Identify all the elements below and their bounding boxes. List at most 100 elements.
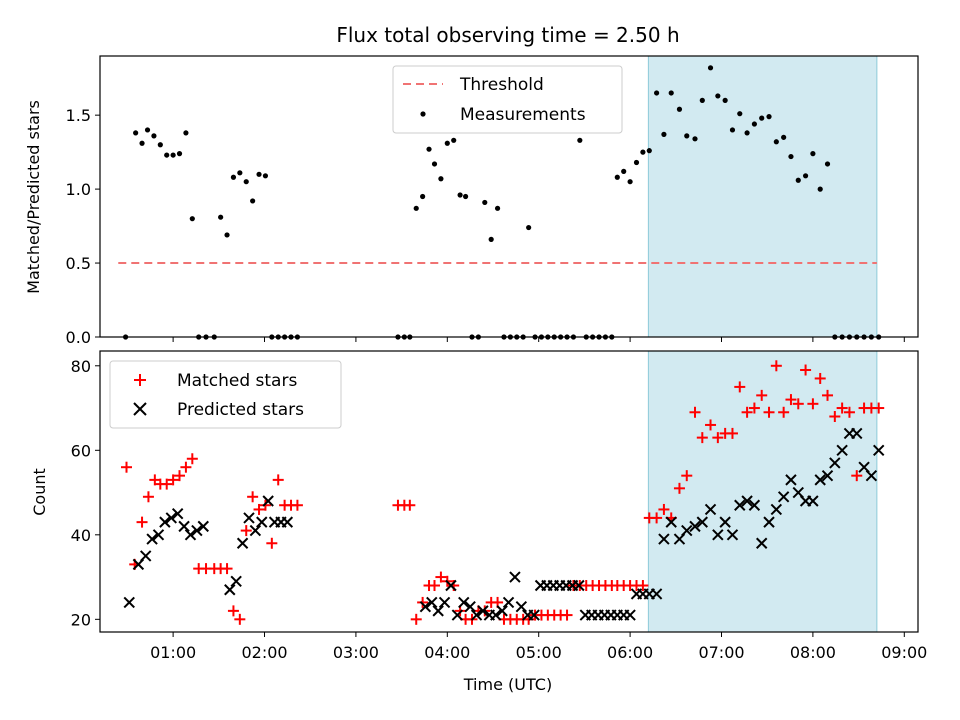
top-y-tick-label: 1.5 bbox=[66, 106, 91, 125]
predicted-star-point bbox=[224, 584, 236, 596]
measurement-point bbox=[457, 192, 463, 198]
predicted-star-point bbox=[165, 512, 177, 524]
matched-star-point bbox=[822, 389, 834, 401]
matched-star-point bbox=[253, 503, 265, 515]
matched-star-point bbox=[561, 609, 573, 621]
measurement-point bbox=[614, 174, 620, 180]
measurement-point bbox=[237, 170, 243, 176]
x-tick-label: 09:00 bbox=[881, 643, 927, 662]
matched-star-point bbox=[836, 402, 848, 414]
predicted-star-point bbox=[445, 579, 457, 592]
predicted-star-point bbox=[178, 520, 190, 533]
predicted-star-point bbox=[197, 520, 209, 533]
predicted-star-point bbox=[256, 516, 268, 528]
matched-star-point bbox=[696, 432, 708, 444]
predicted-star-point bbox=[191, 524, 203, 537]
chart-title: Flux total observing time = 2.50 h bbox=[336, 23, 679, 47]
measurement-point bbox=[218, 214, 224, 220]
predicted-star-point bbox=[814, 474, 826, 486]
predicted-star-point bbox=[451, 609, 464, 621]
top-plot-frame bbox=[99, 55, 919, 338]
measurement-point bbox=[737, 111, 743, 117]
measurement-point bbox=[810, 151, 816, 157]
matched-star-point bbox=[792, 398, 804, 410]
measurement-point bbox=[139, 140, 145, 146]
measurement-point bbox=[766, 114, 772, 120]
predicted-star-point bbox=[704, 503, 717, 516]
predicted-star-point bbox=[696, 516, 709, 528]
measurement-point bbox=[183, 130, 189, 136]
matched-star-point bbox=[829, 410, 841, 422]
matched-star-point bbox=[247, 491, 259, 503]
matched-star-point bbox=[404, 499, 416, 511]
top-y-axis-label: Matched/Predicted stars bbox=[24, 100, 43, 294]
top-y-tick-label: 0.0 bbox=[66, 328, 91, 347]
matched-star-point bbox=[186, 453, 198, 465]
predicted-star-point bbox=[528, 609, 540, 621]
measurement-point bbox=[151, 133, 157, 139]
matched-star-point bbox=[259, 499, 271, 511]
predicted-star-point bbox=[432, 605, 444, 617]
measurement-point bbox=[144, 127, 151, 133]
legend-matched-swatch bbox=[134, 374, 146, 386]
bottom-y-tick-label: 80 bbox=[71, 357, 91, 376]
matched-star-point bbox=[142, 491, 154, 503]
x-tick-label: 05:00 bbox=[516, 643, 562, 662]
predicted-star-point bbox=[763, 516, 775, 528]
predicted-star-point bbox=[262, 495, 274, 507]
matched-star-point bbox=[748, 402, 760, 414]
measurement-point bbox=[795, 177, 801, 183]
predicted-star-point bbox=[426, 596, 438, 609]
matched-star-point bbox=[637, 580, 649, 592]
predicted-star-point bbox=[419, 600, 432, 613]
measurement-point bbox=[707, 65, 714, 71]
measurement-point bbox=[224, 232, 230, 238]
measurement-point bbox=[250, 198, 256, 204]
measurement-point bbox=[526, 224, 532, 231]
measurement-point bbox=[654, 90, 660, 96]
matched-star-point bbox=[734, 381, 746, 393]
predicted-star-point bbox=[490, 609, 502, 621]
measurement-point bbox=[633, 159, 640, 166]
measurement-point bbox=[773, 139, 779, 145]
matched-star-point bbox=[121, 461, 133, 473]
predicted-star-point bbox=[770, 503, 783, 516]
predicted-star-point bbox=[496, 605, 508, 617]
predicted-star-point bbox=[464, 600, 476, 613]
measurement-point bbox=[164, 152, 170, 158]
x-tick-label: 08:00 bbox=[790, 643, 836, 662]
matched-star-point bbox=[435, 571, 447, 583]
legend-predicted-swatch bbox=[133, 402, 147, 416]
measurement-point bbox=[646, 148, 652, 154]
predicted-star-point bbox=[777, 491, 790, 503]
matched-star-point bbox=[167, 474, 179, 486]
measurement-point bbox=[133, 130, 139, 136]
matched-star-point bbox=[681, 470, 693, 482]
predicted-star-point bbox=[152, 529, 165, 541]
predicted-star-point bbox=[665, 516, 677, 528]
legend-measurements-label: Measurements bbox=[460, 105, 586, 125]
predicted-star-point bbox=[139, 550, 152, 562]
matched-star-point bbox=[741, 406, 753, 418]
measurement-point bbox=[488, 236, 494, 242]
matched-star-point bbox=[429, 580, 441, 592]
matched-star-point bbox=[240, 525, 252, 537]
predicted-star-point bbox=[123, 596, 135, 609]
measurement-point bbox=[817, 186, 823, 192]
predicted-star-point bbox=[829, 457, 841, 469]
matched-star-point bbox=[272, 474, 284, 486]
measurement-point bbox=[627, 179, 633, 185]
matched-star-point bbox=[800, 364, 812, 376]
bottom-plot-frame bbox=[99, 350, 919, 633]
measurement-point bbox=[262, 173, 269, 179]
matched-star-point bbox=[763, 406, 775, 418]
measurement-point bbox=[692, 136, 698, 142]
measurement-point bbox=[577, 137, 583, 143]
predicted-star-point bbox=[756, 537, 768, 549]
measurement-point bbox=[699, 97, 705, 103]
legend-predicted-label: Predicted stars bbox=[177, 400, 304, 420]
bottom-legend-box bbox=[109, 360, 342, 429]
top-y-tick-label: 1.0 bbox=[66, 180, 91, 199]
matched-star-point bbox=[807, 398, 819, 410]
measurement-point bbox=[243, 179, 249, 185]
